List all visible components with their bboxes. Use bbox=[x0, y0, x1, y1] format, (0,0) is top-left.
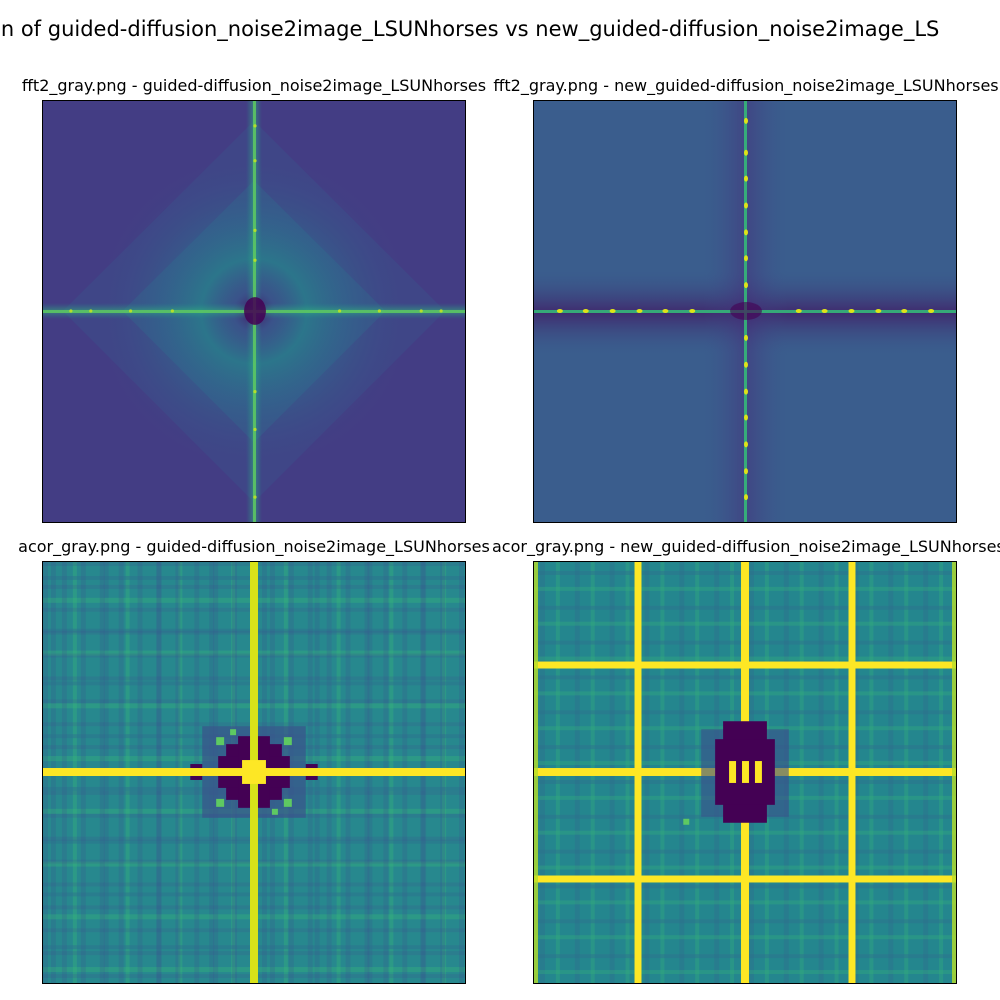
figure-suptitle: on of guided-diffusion_noise2image_LSUNh… bbox=[0, 17, 940, 41]
panel-title-top-left: fft2_gray.png - guided-diffusion_noise2i… bbox=[21, 76, 487, 95]
heatmap-acor-guided-diffusion bbox=[42, 561, 466, 984]
heatmap-fft2-new-guided-diffusion bbox=[533, 100, 957, 523]
panel-title-top-right: fft2_gray.png - new_guided-diffusion_noi… bbox=[493, 76, 999, 95]
heatmap-acor-new-guided-diffusion bbox=[533, 561, 957, 984]
heatmap-fft2-guided-diffusion bbox=[42, 100, 466, 523]
panel-title-bottom-left: acor_gray.png - guided-diffusion_noise2i… bbox=[18, 537, 490, 556]
panel-title-bottom-right: acor_gray.png - new_guided-diffusion_noi… bbox=[492, 537, 1000, 556]
